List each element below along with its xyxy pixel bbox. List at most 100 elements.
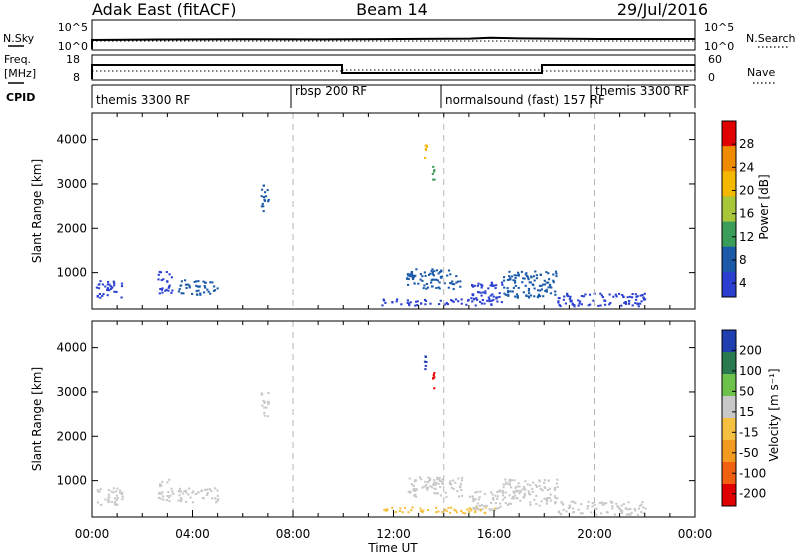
- velocity-echo-cell: [591, 505, 594, 508]
- power-echo-cell: [199, 293, 202, 296]
- velocity-echo-cell: [425, 361, 428, 363]
- power-echo-cell: [508, 275, 511, 278]
- power-echo-cell: [439, 271, 442, 274]
- power-echo-cell: [511, 290, 514, 293]
- velocity-echo-cell: [260, 393, 263, 396]
- velocity-echo-cell: [499, 502, 502, 505]
- power-echo-cell: [545, 281, 548, 284]
- velocity-echo-cell: [157, 496, 160, 499]
- power-echo-cell: [107, 287, 110, 290]
- velocity-echo-cell: [533, 498, 536, 501]
- velocity-echo-cell: [527, 490, 530, 493]
- velocity-colorbar-tick-label: -200: [739, 487, 766, 501]
- power-echo-cell: [424, 274, 427, 277]
- velocity-echo-cell: [424, 480, 427, 483]
- power-echo-cell: [636, 295, 639, 298]
- power-echo-cell: [481, 284, 484, 287]
- velocity-echo-cell: [398, 510, 402, 513]
- power-echo-cell: [500, 301, 503, 304]
- power-echo-cell: [643, 298, 646, 301]
- power-echo-cell: [432, 165, 435, 168]
- velocity-colorbar-tick-label: -100: [739, 466, 766, 480]
- velocity-echo-cell: [263, 412, 266, 414]
- power-echo-cell: [161, 291, 164, 294]
- velocity-echo-cell: [535, 502, 538, 505]
- velocity-echo-cell: [415, 488, 418, 491]
- power-echo-cell: [197, 289, 200, 292]
- power-echo-cell: [446, 274, 449, 277]
- velocity-echo-cell: [426, 481, 429, 484]
- power-echo-cell: [480, 286, 483, 289]
- nsky-right-tick-bottom: 10^0: [704, 40, 734, 53]
- power-echo-cell: [98, 293, 101, 295]
- velocity-echo-cell: [545, 498, 548, 501]
- velocity-echo-cell: [439, 480, 442, 483]
- power-echo-cell: [421, 279, 424, 282]
- power-echo-cell: [382, 298, 385, 301]
- velocity-echo-cell: [172, 492, 175, 495]
- velocity-echo-cell: [408, 477, 411, 480]
- power-echo-cell: [438, 287, 441, 290]
- velocity-echo-cell: [510, 486, 513, 489]
- velocity-echo-cell: [554, 502, 557, 505]
- velocity-echo-cell: [508, 494, 511, 497]
- velocity-echo-cell: [581, 512, 584, 515]
- power-echo-cell: [449, 273, 452, 276]
- velocity-echo-cell: [516, 485, 519, 488]
- velocity-echo-cell: [385, 508, 388, 511]
- date-title: 29/Jul/2016: [617, 0, 708, 19]
- velocity-echo-cell: [504, 478, 507, 481]
- freq-right-tick-top: 60: [708, 53, 722, 66]
- power-echo-cell: [452, 300, 455, 303]
- power-echo-cell: [396, 298, 399, 301]
- velocity-echo-cell: [605, 511, 608, 514]
- power-echo-cell: [439, 299, 442, 302]
- power-echo-cell: [562, 298, 565, 301]
- power-echo-cell: [543, 283, 547, 286]
- velocity-echo-cell: [568, 506, 572, 509]
- velocity-echo-cell: [642, 506, 645, 509]
- velocity-echo-cell: [107, 500, 110, 502]
- velocity-y-tick-label: 1000: [56, 474, 87, 488]
- power-echo-cell: [416, 300, 419, 303]
- velocity-echo-cell: [501, 490, 505, 492]
- power-echo-cell: [544, 290, 547, 292]
- power-echo-cell: [545, 290, 548, 293]
- velocity-echo-cell: [644, 507, 647, 510]
- power-echo-cell: [491, 293, 494, 296]
- velocity-echo-cell: [565, 510, 568, 513]
- velocity-echo-cell: [208, 488, 211, 491]
- power-echo-cell: [446, 303, 449, 306]
- velocity-echo-cell: [411, 506, 414, 509]
- velocity-echo-cell: [538, 504, 541, 507]
- power-echo-cell: [420, 302, 423, 305]
- velocity-echo-cell: [479, 509, 482, 512]
- power-echo-cell: [569, 295, 572, 298]
- velocity-echo-cell: [508, 478, 511, 481]
- power-echo-cell: [381, 304, 384, 307]
- velocity-echo-cell: [423, 360, 427, 363]
- velocity-echo-cell: [110, 500, 113, 503]
- power-echo-cell: [101, 283, 104, 286]
- power-echo-cell: [171, 289, 174, 292]
- power-echo-cell: [188, 284, 191, 287]
- power-echo-cell: [513, 279, 517, 282]
- velocity-echo-cell: [184, 489, 187, 492]
- velocity-colorbar-swatch: [722, 418, 736, 441]
- power-colorbar-tick-label: 8: [739, 253, 747, 267]
- velocity-echo-cell: [621, 510, 624, 513]
- velocity-echo-cell: [112, 487, 116, 490]
- power-echo-cell: [209, 281, 212, 284]
- velocity-echo-cell: [211, 497, 214, 500]
- velocity-echo-cell: [508, 483, 511, 486]
- power-echo-cell: [507, 293, 510, 296]
- power-echo-cell: [407, 274, 410, 277]
- power-echo-cell: [512, 286, 515, 289]
- velocity-echo-cell: [192, 490, 195, 493]
- power-echo-cell: [547, 286, 550, 289]
- power-echo-cell: [203, 291, 206, 294]
- power-echo-cell: [262, 196, 266, 198]
- power-echo-cell: [262, 210, 265, 213]
- velocity-echo-cell: [474, 508, 477, 510]
